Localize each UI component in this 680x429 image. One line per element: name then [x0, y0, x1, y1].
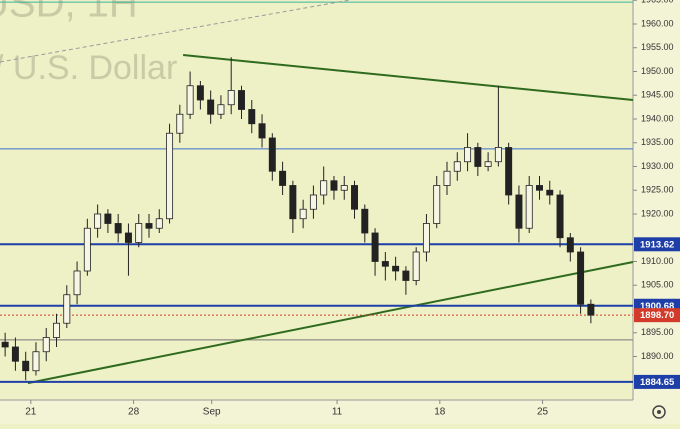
- candle-body: [135, 223, 143, 243]
- candle-body: [196, 85, 204, 101]
- candle-body: [577, 251, 585, 305]
- candle-body: [351, 185, 359, 210]
- y-tick-label: 1955.00: [641, 42, 674, 52]
- candle-body: [289, 185, 297, 220]
- level-label-box: [634, 237, 680, 252]
- y-tick-label: 1895.00: [641, 327, 674, 337]
- trend-line: [183, 54, 634, 101]
- y-tick-label: 1965.00: [641, 0, 674, 5]
- candle-body: [248, 109, 256, 125]
- candle-body: [494, 147, 502, 163]
- gear[interactable]: [652, 405, 666, 419]
- x-tick-label: 18: [434, 407, 446, 418]
- level-label-box: [634, 308, 680, 323]
- candle-body: [320, 180, 328, 196]
- candle-body: [217, 104, 225, 115]
- candle-body: [104, 213, 112, 224]
- candle-body: [166, 132, 174, 220]
- y-tick-label: 1940.00: [641, 113, 674, 123]
- x-tick-label: Sep: [203, 407, 221, 418]
- candle-body: [258, 123, 266, 139]
- candle-body: [73, 270, 81, 296]
- candle-body: [464, 147, 472, 163]
- y-tick-label: 1960.00: [641, 18, 674, 28]
- watermark: / U.S. Dollar: [0, 49, 177, 87]
- y-tick-label: 1905.00: [641, 280, 674, 290]
- level-label-box: [634, 374, 680, 389]
- candle-body: [63, 294, 71, 324]
- candle-body: [453, 161, 461, 172]
- candle-body: [340, 185, 348, 191]
- y-tick-label: 1890.00: [641, 351, 674, 361]
- candle-body: [536, 185, 543, 191]
- y-tick-label: 1910.00: [641, 256, 674, 266]
- candle-body: [22, 360, 30, 372]
- candle-body: [53, 322, 61, 338]
- trend-line: [0, 0, 351, 63]
- candle-body: [371, 232, 379, 262]
- candle-body: [381, 261, 389, 267]
- candle-body: [330, 180, 338, 191]
- candle-body: [42, 337, 50, 353]
- candle-body: [556, 194, 564, 239]
- y-tick-label: 1950.00: [641, 66, 674, 76]
- candle-body: [299, 208, 307, 220]
- y-tick-label: 1930.00: [641, 161, 674, 171]
- candle-body: [83, 227, 91, 272]
- y-tick-label: 1925.00: [641, 185, 674, 195]
- y-axis-area: [633, 0, 680, 424]
- watermark: USD, 1H: [0, 0, 138, 26]
- level-label: 1884.65: [640, 377, 675, 388]
- level-label: 1898.70: [640, 310, 674, 321]
- candle-body: [207, 99, 215, 115]
- y-tick-label: 1945.00: [641, 90, 674, 100]
- candle-body: [145, 223, 153, 229]
- candle-body: [268, 137, 276, 172]
- candle-body: [32, 351, 40, 372]
- candle-body: [587, 303, 595, 316]
- candle-body: [505, 147, 513, 196]
- x-tick-label: 11: [332, 407, 343, 418]
- candle-body: [525, 185, 533, 229]
- candle-body: [238, 90, 245, 110]
- candle-body: [227, 90, 235, 106]
- candle-body: [566, 237, 574, 253]
- level-label: 1900.68: [640, 301, 674, 312]
- candle-body: [124, 232, 132, 243]
- x-tick-label: 28: [128, 407, 140, 418]
- candle-body: [279, 170, 287, 186]
- candle-body: [1, 341, 9, 348]
- candle-body: [114, 223, 122, 234]
- candle-body: [515, 194, 523, 229]
- x-tick-label: 25: [537, 407, 549, 418]
- candle-body: [443, 170, 451, 186]
- candle-body: [402, 270, 410, 281]
- level-label: 1913.62: [640, 239, 674, 250]
- candle-body: [474, 147, 482, 167]
- candle-body: [412, 251, 420, 281]
- x-tick-label: 21: [25, 407, 37, 418]
- candle-body: [186, 85, 194, 115]
- y-tick-label: 1920.00: [641, 208, 674, 218]
- candle-body: [176, 113, 184, 134]
- candle-body: [94, 213, 102, 229]
- candle-body: [546, 189, 554, 196]
- trend-line: [27, 260, 634, 385]
- candle-body: [11, 346, 19, 362]
- y-tick-label: 1935.00: [641, 137, 674, 147]
- candle-body: [309, 194, 317, 210]
- x-axis-area: [0, 400, 633, 424]
- candle-body: [392, 265, 400, 272]
- candle-body: [361, 208, 369, 234]
- candle-body: [422, 223, 430, 253]
- gear-center[interactable]: [657, 410, 661, 414]
- candle-body: [155, 218, 163, 229]
- settings-icon[interactable]: [652, 405, 666, 419]
- candle-body: [433, 185, 441, 224]
- candle-body: [484, 161, 492, 167]
